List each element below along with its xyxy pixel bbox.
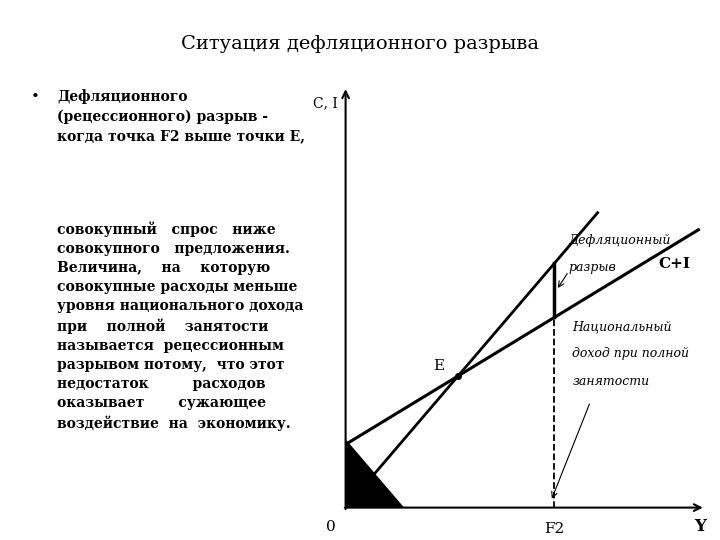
Text: Дефляционного
(рецессионного) разрыв -
когда точка F2 выше точки Е,: Дефляционного (рецессионного) разрыв - к… — [58, 90, 305, 143]
Text: Национальный: Национальный — [572, 320, 672, 333]
Text: Ситуация дефляционного разрыва: Ситуация дефляционного разрыва — [181, 35, 539, 53]
Text: совокупный   спрос   ниже
совокупного   предложения.
Величина,    на    которую
: совокупный спрос ниже совокупного предло… — [58, 222, 304, 431]
Text: 45°: 45° — [390, 483, 413, 496]
Text: С, I: С, I — [313, 96, 338, 110]
Text: доход при полной: доход при полной — [572, 347, 690, 360]
Text: •: • — [31, 90, 40, 104]
Text: Y: Y — [694, 518, 706, 535]
Text: E: E — [433, 359, 444, 373]
Text: F2: F2 — [544, 522, 564, 536]
Text: Дефляционный: Дефляционный — [569, 234, 671, 247]
Text: C+I: C+I — [659, 258, 690, 272]
Text: разрыв: разрыв — [569, 261, 616, 274]
Polygon shape — [346, 440, 403, 508]
Text: 0: 0 — [326, 519, 336, 534]
Text: занятости: занятости — [572, 375, 649, 388]
